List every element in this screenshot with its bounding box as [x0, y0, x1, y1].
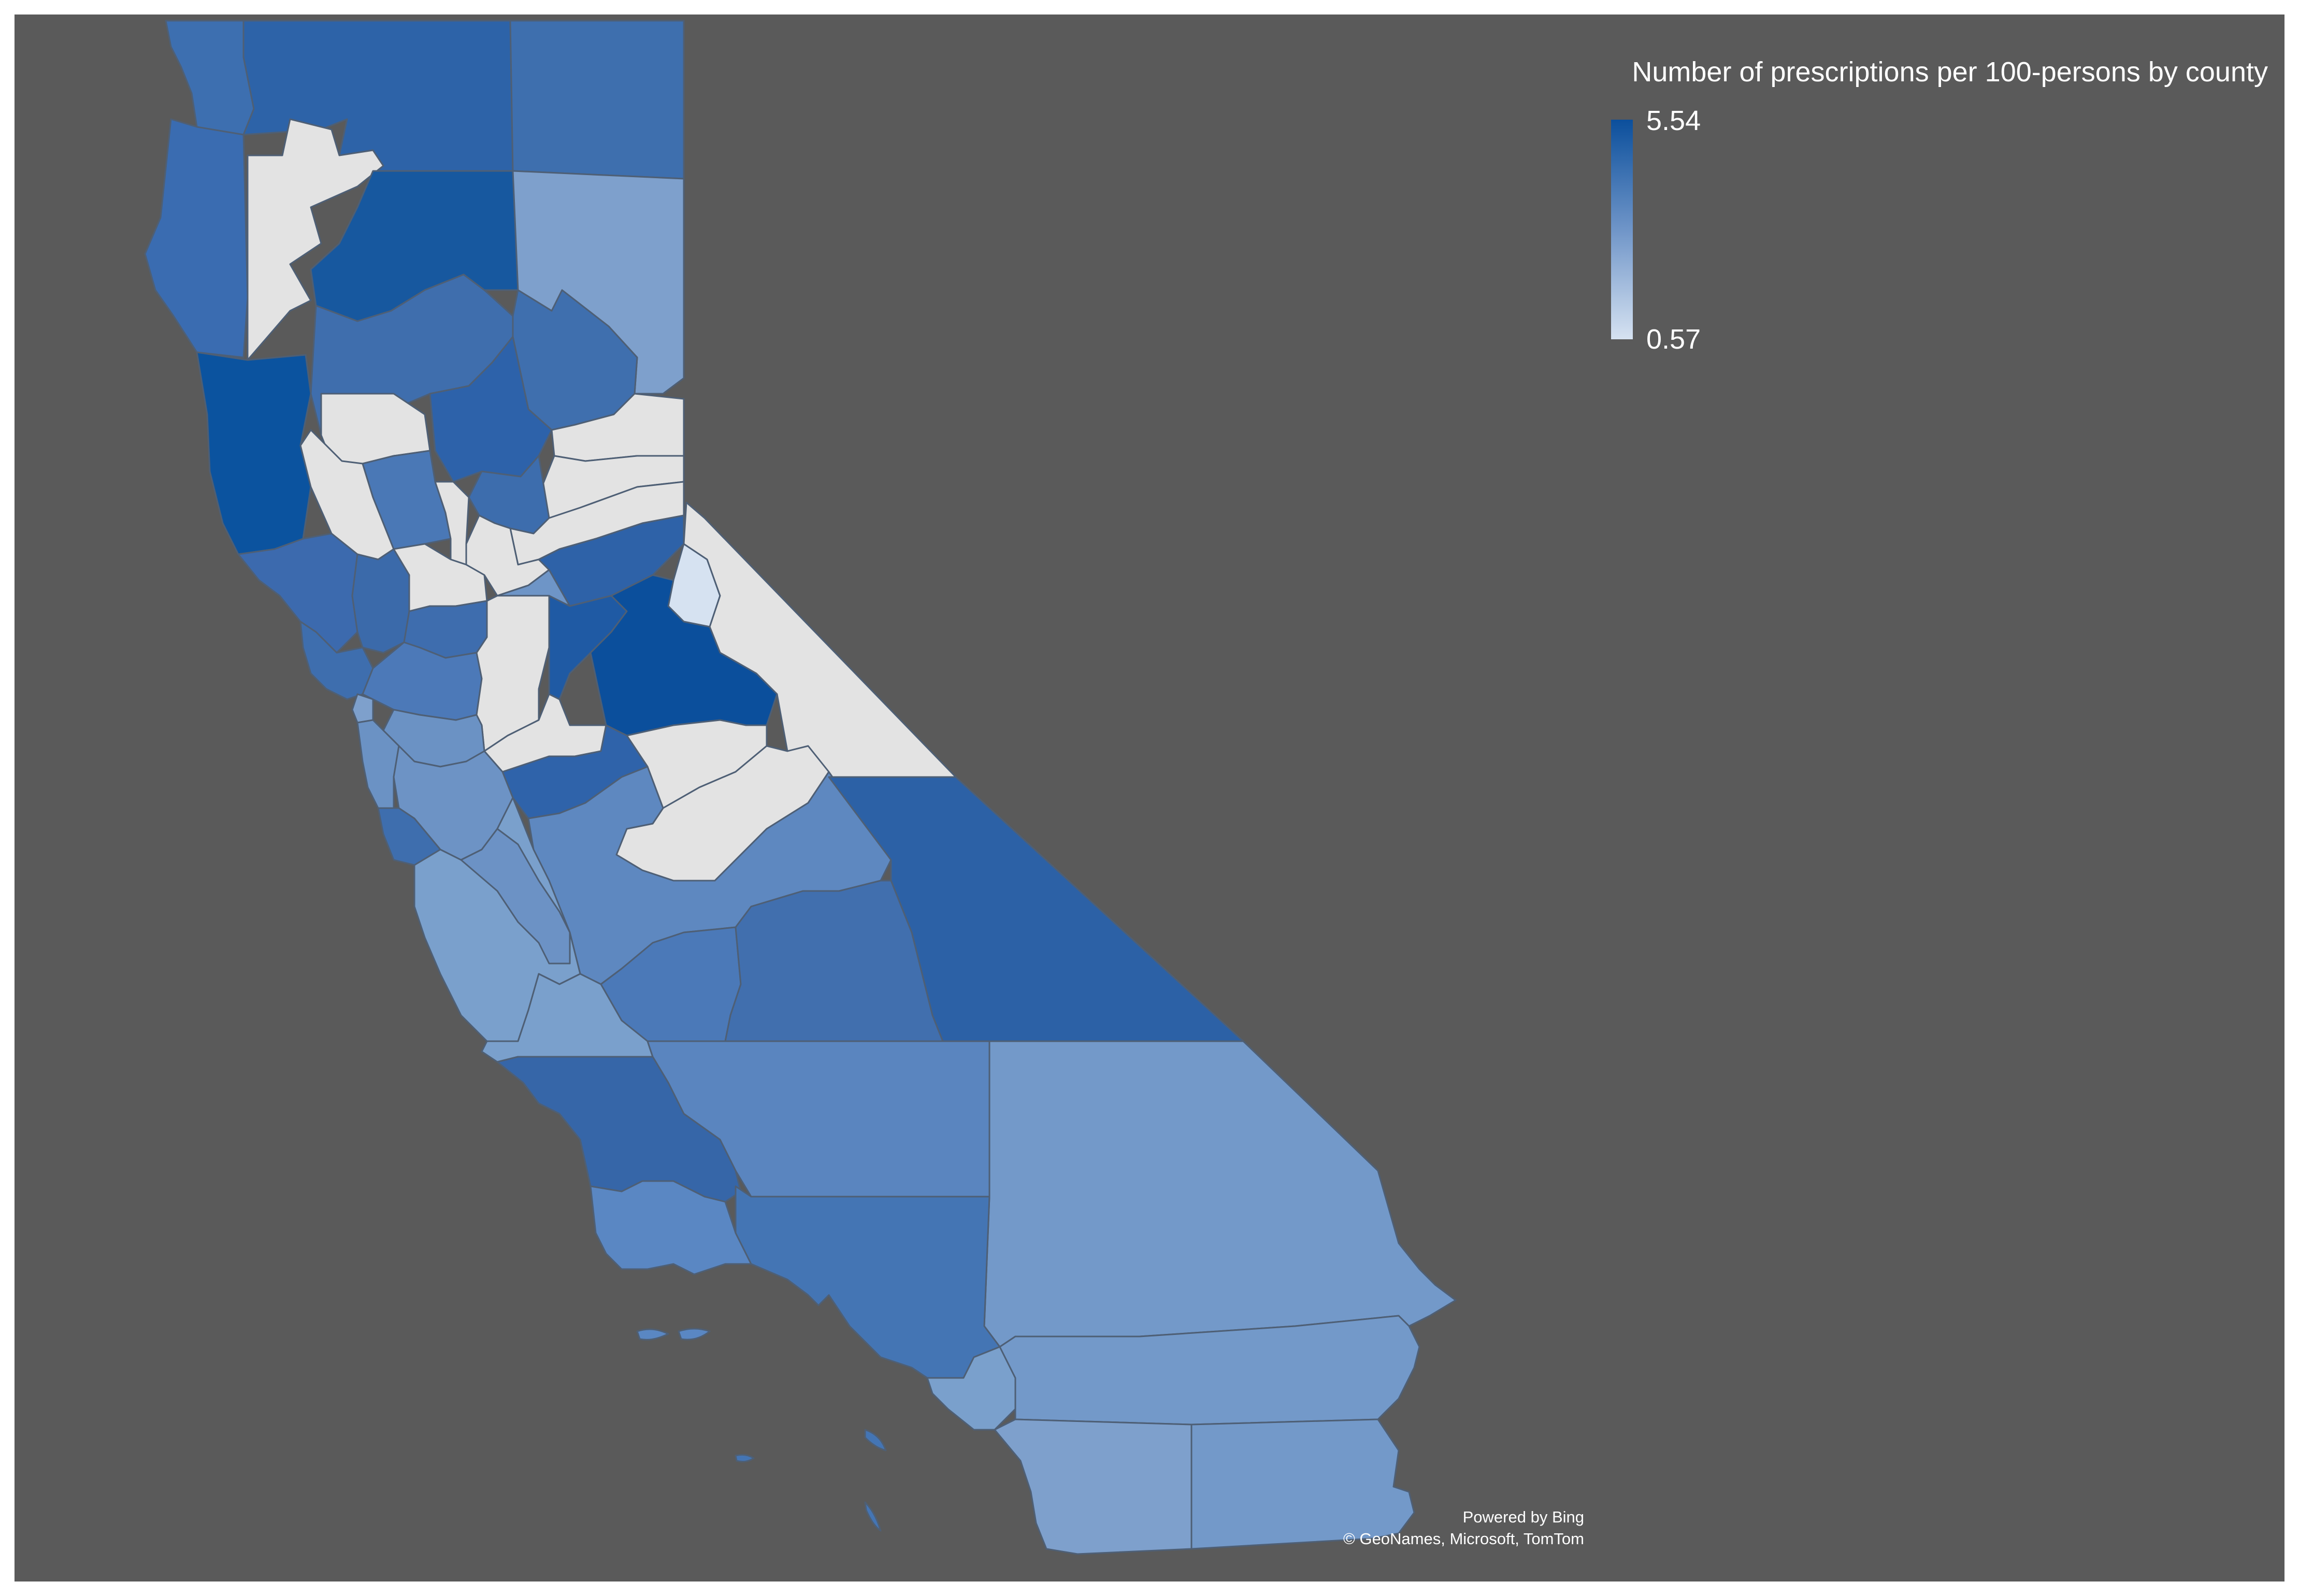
county-san-bernardino[interactable]: [983, 1040, 1457, 1348]
county-butte[interactable]: [429, 336, 553, 483]
county-san-mateo[interactable]: [356, 719, 400, 809]
county-modoc[interactable]: [509, 20, 685, 180]
county-humboldt[interactable]: [144, 118, 249, 358]
map-attribution: Powered by Bing © GeoNames, Microsoft, T…: [1253, 1506, 1584, 1550]
island-santa-cruz: [636, 1328, 669, 1341]
island-san-nicolas: [735, 1454, 755, 1463]
legend-min-label: 0.57: [1646, 324, 1701, 355]
attribution-powered-by: Powered by Bing: [1462, 1508, 1584, 1526]
legend-color-ramp: [1611, 120, 1633, 339]
county-imperial[interactable]: [1190, 1418, 1415, 1550]
county-del-norte[interactable]: [165, 20, 255, 136]
county-san-francisco[interactable]: [351, 693, 374, 724]
island-santa-catalina: [864, 1429, 887, 1451]
california-choropleth-map[interactable]: [15, 15, 2284, 1581]
county-san-benito[interactable]: [460, 828, 571, 965]
county-sonoma[interactable]: [237, 533, 358, 654]
county-los-angeles[interactable]: [735, 1185, 1001, 1379]
county-napa[interactable]: [351, 548, 410, 654]
county-san-diego[interactable]: [994, 1418, 1192, 1555]
county-mendocino[interactable]: [196, 351, 312, 555]
attribution-copyright: © GeoNames, Microsoft, TomTom: [1343, 1529, 1584, 1548]
legend-max-label: 5.54: [1646, 105, 1701, 136]
legend-title: Number of prescriptions per 100-persons …: [1632, 56, 2268, 88]
county-riverside[interactable]: [999, 1315, 1420, 1426]
island-san-clemente: [864, 1501, 882, 1532]
county-trinity[interactable]: [247, 118, 384, 361]
island-santa-rosa: [678, 1328, 711, 1341]
map-panel[interactable]: Number of prescriptions per 100-persons …: [15, 15, 2284, 1581]
county-tulare[interactable]: [724, 880, 944, 1042]
